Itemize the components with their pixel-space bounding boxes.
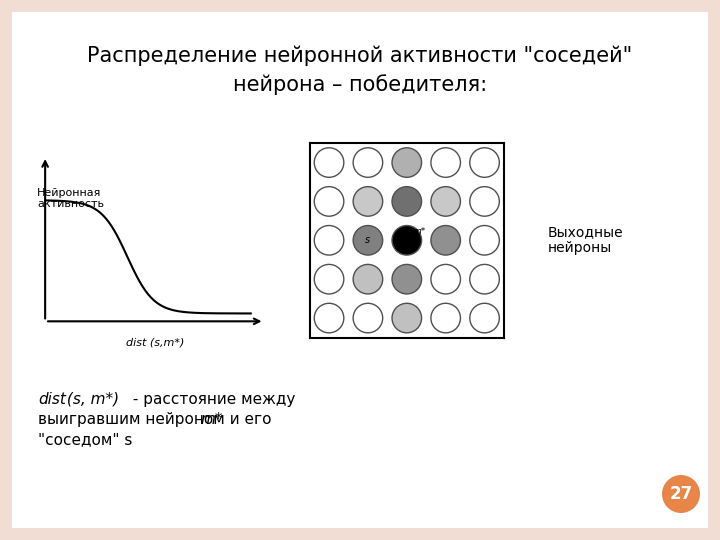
Text: Выходные
нейроны: Выходные нейроны xyxy=(548,225,624,255)
Circle shape xyxy=(314,303,344,333)
Circle shape xyxy=(353,265,383,294)
Circle shape xyxy=(314,226,344,255)
Circle shape xyxy=(353,187,383,216)
Circle shape xyxy=(392,226,422,255)
Circle shape xyxy=(469,148,500,177)
Text: (s, m*): (s, m*) xyxy=(62,392,119,407)
Circle shape xyxy=(314,148,344,177)
Text: dist (s,m*): dist (s,m*) xyxy=(125,337,184,347)
Circle shape xyxy=(392,187,422,216)
Circle shape xyxy=(353,303,383,333)
Text: dist: dist xyxy=(38,392,66,407)
Circle shape xyxy=(353,148,383,177)
FancyBboxPatch shape xyxy=(12,12,708,528)
Circle shape xyxy=(392,265,422,294)
Circle shape xyxy=(392,148,422,177)
Circle shape xyxy=(353,226,383,255)
Text: s: s xyxy=(365,235,371,245)
Text: m*: m* xyxy=(200,412,222,427)
Text: Нейронная
активность: Нейронная активность xyxy=(37,187,104,209)
Text: - расстояние между: - расстояние между xyxy=(128,392,295,407)
Text: m*: m* xyxy=(413,227,426,236)
Circle shape xyxy=(314,187,344,216)
Circle shape xyxy=(469,187,500,216)
Text: и его: и его xyxy=(220,412,271,427)
Circle shape xyxy=(469,303,500,333)
Circle shape xyxy=(431,303,461,333)
Text: "соседом" s: "соседом" s xyxy=(38,432,132,447)
Circle shape xyxy=(314,265,344,294)
Circle shape xyxy=(469,226,500,255)
Circle shape xyxy=(431,265,461,294)
Circle shape xyxy=(469,265,500,294)
Circle shape xyxy=(392,303,422,333)
Circle shape xyxy=(662,475,700,513)
Text: выигравшим нейроном: выигравшим нейроном xyxy=(38,412,230,427)
Circle shape xyxy=(431,148,461,177)
Text: Распределение нейронной активности "соседей"
нейрона – победителя:: Распределение нейронной активности "сосе… xyxy=(87,45,633,94)
Text: 27: 27 xyxy=(670,485,693,503)
Circle shape xyxy=(431,187,461,216)
Circle shape xyxy=(431,226,461,255)
